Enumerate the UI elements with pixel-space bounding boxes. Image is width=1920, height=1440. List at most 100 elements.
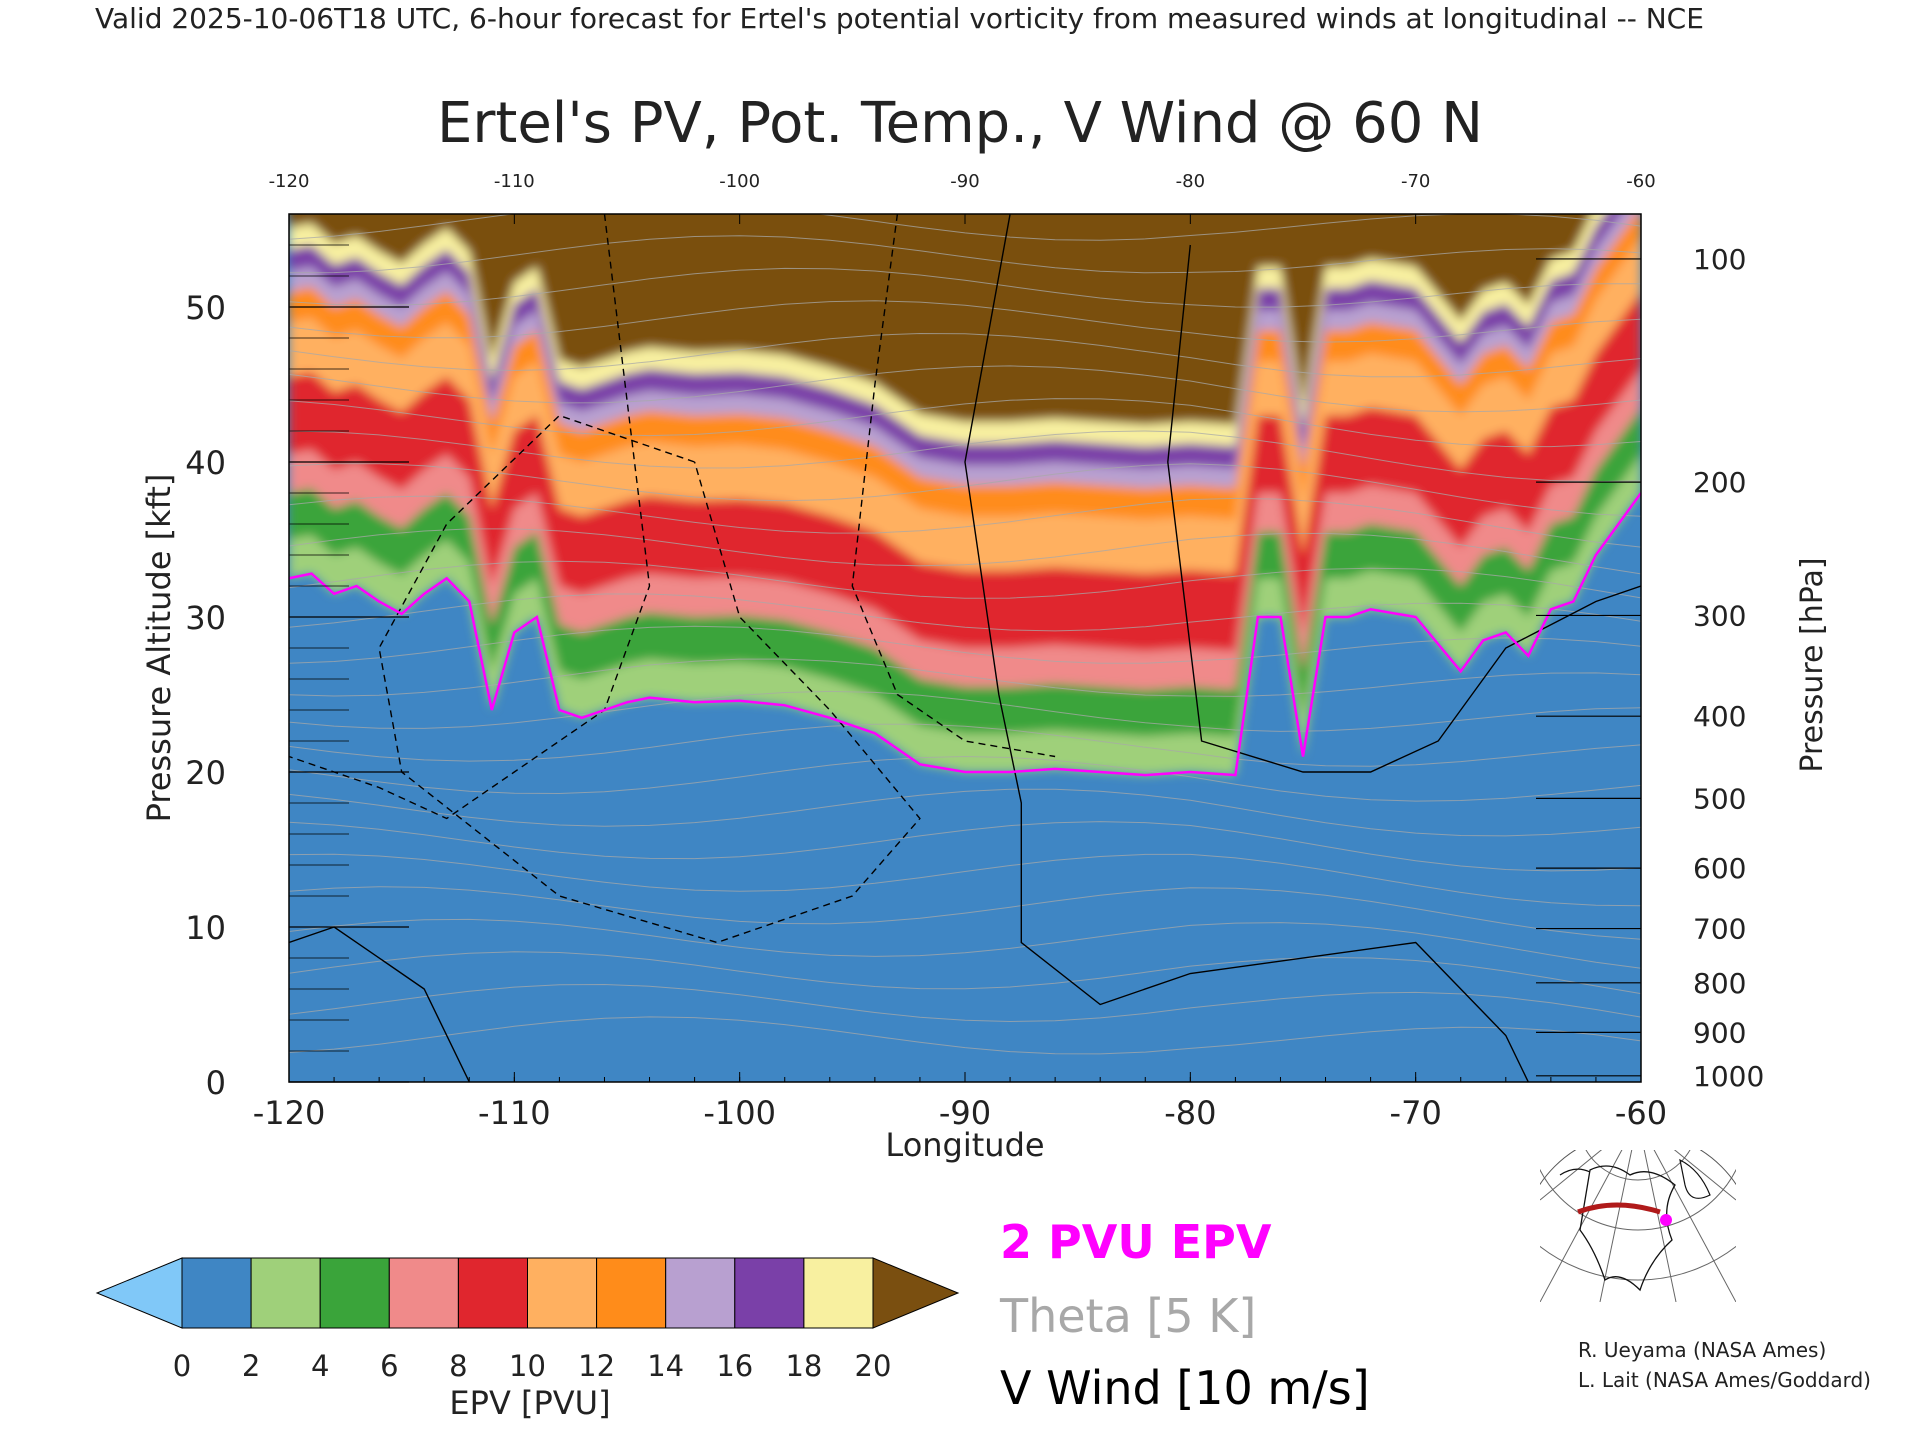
- legend-theta: Theta [5 K]: [999, 1289, 1256, 1343]
- colorbar-swatch: [250, 1257, 321, 1329]
- inset-locator-map: [1540, 1150, 1736, 1302]
- pressure-tick-label: 800: [1693, 967, 1746, 1000]
- theta-isentrope: [289, 463, 1641, 517]
- colorbar-swatch: [457, 1257, 528, 1329]
- colorbar-tick-label: 16: [716, 1349, 753, 1383]
- legend-epv: 2 PVU EPV: [1000, 1215, 1272, 1269]
- x-axis-label: Longitude: [885, 1126, 1044, 1164]
- colorbar-tick-label: 8: [449, 1349, 467, 1383]
- colorbar-swatch: [319, 1257, 390, 1329]
- y-tick-label: 0: [206, 1064, 226, 1102]
- colorbar-tick-label: 18: [785, 1349, 822, 1383]
- x-tick-label-top: -90: [950, 171, 979, 192]
- x-tick-label: -120: [253, 1094, 326, 1132]
- colorbar-swatch: [527, 1257, 598, 1329]
- theta-isentrope: [289, 625, 1641, 664]
- theta-isentrope: [289, 332, 1641, 378]
- x-tick-label: -60: [1615, 1094, 1667, 1132]
- theta-isentrope: [289, 853, 1641, 907]
- colorbar-tick-label: 2: [242, 1349, 260, 1383]
- theta-isentrope: [289, 788, 1641, 837]
- colorbar-swatch: [181, 1257, 252, 1329]
- header-valid-line: Valid 2025-10-06T18 UTC, 6-hour forecast…: [95, 2, 1704, 35]
- theta-isentrope: [289, 528, 1641, 575]
- epv-band->20: [289, 214, 1592, 425]
- x-tick-label: -100: [703, 1094, 776, 1132]
- theta-isentrope: [289, 1016, 1641, 1055]
- colorbar-tick-label: 12: [578, 1349, 615, 1383]
- x-tick-label-top: -110: [494, 171, 535, 192]
- theta-isentrope: [289, 755, 1641, 802]
- theta-isentrope: [289, 951, 1641, 995]
- pressure-tick-label: 300: [1693, 599, 1746, 632]
- colorbar: 0 2 4 6 8 10 12 14 16 18 20: [95, 1257, 960, 1383]
- colorbar-swatch: [803, 1257, 874, 1329]
- theta-isentrope: [289, 430, 1641, 483]
- pressure-tick-label: 100: [1693, 243, 1746, 276]
- x-tick-label-top: -100: [719, 171, 760, 192]
- pressure-tick-label: 500: [1693, 782, 1746, 815]
- theta-isentrope: [289, 267, 1641, 308]
- x-tick-label: -90: [939, 1094, 991, 1132]
- theta-isentrope: [289, 365, 1641, 413]
- vwind-contour: [964, 214, 1529, 1082]
- theta-isentrope: [289, 560, 1641, 599]
- theta-isentrope: [289, 398, 1641, 448]
- theta-isentrope: [289, 495, 1641, 548]
- chart-title: Ertel's PV, Pot. Temp., V Wind @ 60 N: [437, 91, 1483, 156]
- vwind-contour: [289, 214, 651, 820]
- theta-isentrope: [289, 593, 1641, 632]
- pressure-tick-label: 1000: [1693, 1060, 1764, 1093]
- pressure-tick-label: 200: [1693, 466, 1746, 499]
- vwind-contour: [289, 926, 470, 1082]
- legend-vwind: V Wind [10 m/s]: [1000, 1361, 1370, 1415]
- colorbar-under-arrow: [95, 1257, 183, 1329]
- colorbar-tick-label: 6: [380, 1349, 398, 1383]
- colorbar-tick-label: 14: [647, 1349, 684, 1383]
- theta-contours: [289, 214, 1641, 1055]
- y-tick-label: 40: [185, 444, 226, 482]
- theta-isentrope: [289, 886, 1641, 940]
- colorbar-tick-label: 20: [855, 1349, 892, 1383]
- tropopause-2pvu-contour: [289, 492, 1641, 777]
- y-tick-label: 30: [185, 599, 226, 637]
- colorbar-tick-label: 10: [509, 1349, 546, 1383]
- y-axis-label: Pressure Altitude [kft]: [140, 474, 178, 823]
- vwind-contour: [851, 214, 1056, 758]
- colorbar-tick-label: 0: [173, 1349, 191, 1383]
- colorbar-over-arrow: [872, 1257, 960, 1329]
- theta-isentrope: [289, 983, 1641, 1023]
- epv-color-bands: [289, 214, 1641, 776]
- x-tick-label-top: -80: [1176, 171, 1205, 192]
- colorbar-tick-label: 4: [311, 1349, 329, 1383]
- x-tick-label-top: -60: [1626, 171, 1655, 192]
- vwind-contour: [1167, 244, 1641, 773]
- section-marker: [1660, 1214, 1672, 1226]
- theta-isentrope: [289, 658, 1641, 697]
- colorbar-swatch: [388, 1257, 459, 1329]
- colorbar-label: EPV [PVU]: [449, 1384, 610, 1422]
- credit-line-1: R. Ueyama (NASA Ames): [1578, 1338, 1826, 1362]
- pressure-tick-label: 900: [1693, 1016, 1746, 1049]
- y-tick-label: 20: [185, 754, 226, 792]
- y-tick-label: 10: [185, 909, 226, 947]
- x-tick-label-top: -70: [1401, 171, 1430, 192]
- pressure-tick-label: 600: [1693, 852, 1746, 885]
- section-track: [1577, 1202, 1661, 1215]
- theta-isentrope: [289, 300, 1641, 343]
- credit-line-2: L. Lait (NASA Ames/Goddard): [1578, 1368, 1871, 1392]
- pressure-tick-label: 700: [1693, 913, 1746, 946]
- vwind-contours: [289, 214, 1641, 1082]
- theta-isentrope: [289, 723, 1641, 767]
- y-tick-label: 50: [185, 289, 226, 327]
- colorbar-swatch: [596, 1257, 667, 1329]
- pressure-tick-label: 400: [1693, 700, 1746, 733]
- axes: -120 -120 -110 -110 -100 -100 -90 -90 -80 -80 -70 -…: [185, 171, 1764, 1132]
- y2-axis-label: Pressure [hPa]: [1795, 557, 1830, 772]
- theta-isentrope: [289, 235, 1641, 274]
- colorbar-swatch: [734, 1257, 805, 1329]
- x-tick-label: -110: [478, 1094, 551, 1132]
- theta-isentrope: [289, 918, 1641, 969]
- theta-isentrope: [289, 821, 1641, 872]
